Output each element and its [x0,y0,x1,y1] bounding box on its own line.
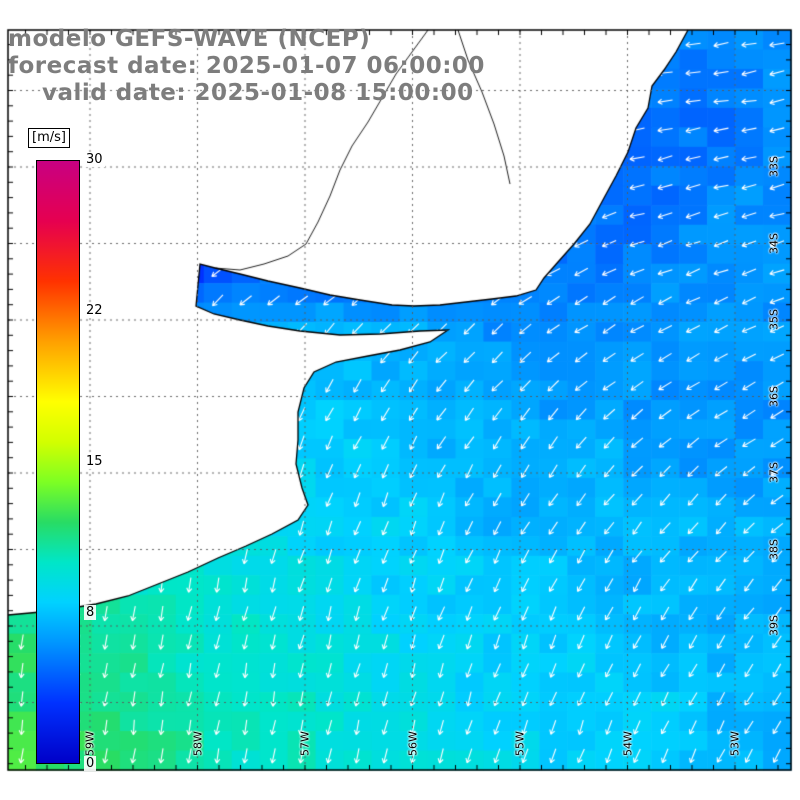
colorbar-tick-label: 8 [84,605,97,620]
colorbar-tick-label: 0 [84,756,97,771]
lat-label: 39S [767,615,781,636]
colorbar-gradient [37,161,79,763]
lat-label: 38S [767,538,781,560]
lat-label: 35S [767,309,781,330]
lat-label: 36S [767,385,781,407]
lat-label: 33S [767,156,781,177]
colorbar [36,160,80,764]
forecast-date: forecast date: 2025-01-07 06:00:00 [8,53,485,79]
title-block: modelo GEFS-WAVE (NCEP) forecast date: 2… [8,26,485,107]
lat-label: 34S [767,232,781,254]
lon-label: 53W [728,731,742,756]
model-title: modelo GEFS-WAVE (NCEP) [8,26,371,52]
valid-date: valid date: 2025-01-08 15:00:00 [42,80,474,106]
colorbar-tick-label: 22 [84,303,105,318]
colorbar-tick-label: 30 [84,152,105,167]
lon-label: 54W [621,731,634,756]
colorbar-unit-label: [m/s] [28,128,70,148]
lon-label: 55W [513,731,527,756]
colorbar-tick-label: 15 [84,454,105,469]
lon-label: 58W [191,731,204,756]
lon-label: 57W [298,731,312,756]
lat-label: 37S [767,462,781,483]
lon-label: 56W [406,731,419,756]
